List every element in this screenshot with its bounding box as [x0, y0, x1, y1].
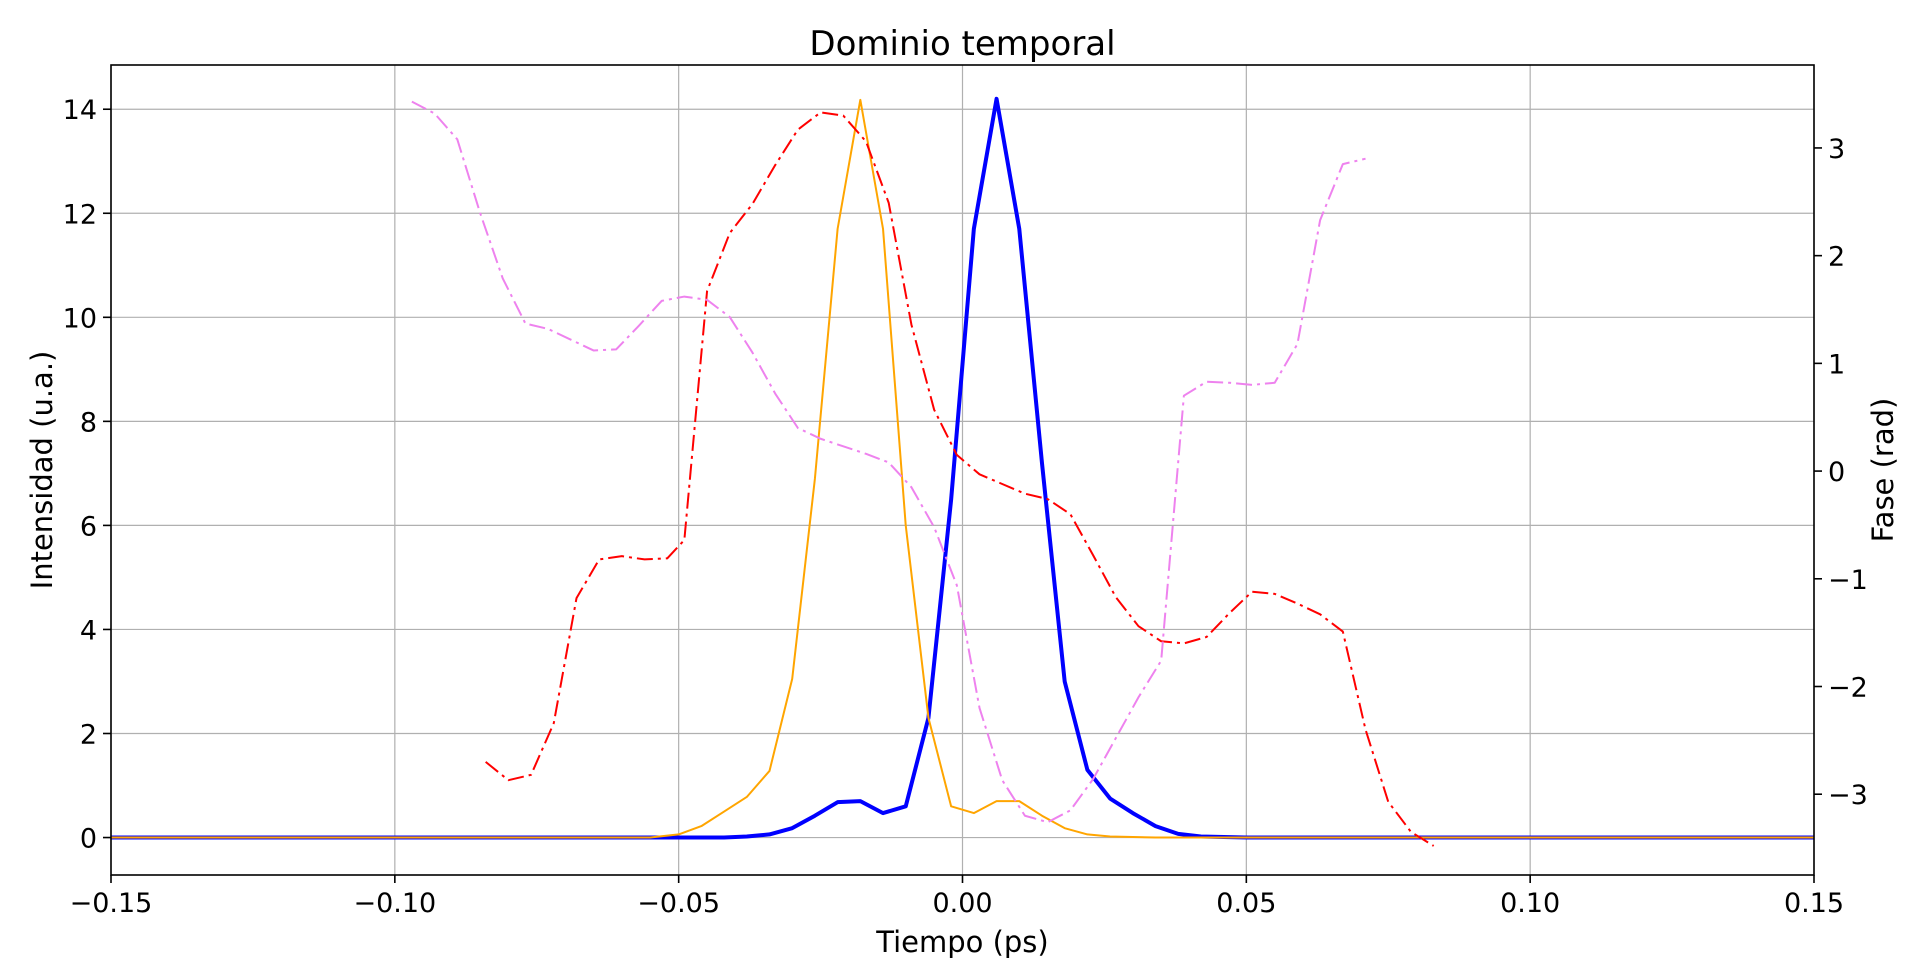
- series-line-1: [111, 96, 1814, 840]
- y-tick-label: 4: [80, 615, 97, 646]
- x-tick-label: −0.10: [353, 888, 436, 919]
- y2-axis-label: Fase (rad): [1866, 398, 1900, 543]
- series-line-4: [411, 100, 1366, 824]
- x-tick-label: −0.15: [70, 888, 153, 919]
- series-line-2: [111, 98, 1814, 839]
- y-tick-label: 0: [80, 824, 97, 855]
- y-tick-label: 10: [63, 303, 97, 334]
- axis-ticks: −0.15 −0.10 −0.05 0.00 0.05 0.10 0.15024681012…: [63, 95, 1868, 919]
- y-tick-label: 12: [63, 199, 97, 230]
- chart-title: Dominio temporal: [809, 24, 1115, 64]
- y-tick-label: 2: [80, 719, 97, 750]
- y-tick-label: 8: [80, 407, 97, 438]
- grid-lines: [110, 65, 1815, 875]
- y2-tick-label: 2: [1828, 242, 1845, 273]
- x-tick-label: 0.00: [932, 888, 992, 919]
- y2-tick-label: −1: [1828, 565, 1868, 596]
- series-line-3: [485, 111, 1435, 847]
- series-layer: [111, 96, 1814, 847]
- x-tick-label: 0.05: [1216, 888, 1276, 919]
- y-tick-label: 6: [80, 511, 97, 542]
- y2-tick-label: 0: [1828, 457, 1845, 488]
- x-tick-label: 0.10: [1500, 888, 1560, 919]
- y-tick-label: 14: [63, 95, 97, 126]
- y-axis-label: Intensidad (u.a.): [25, 351, 59, 590]
- y2-tick-label: −2: [1828, 673, 1868, 704]
- y2-tick-label: 1: [1828, 349, 1845, 380]
- x-tick-label: −0.05: [637, 888, 720, 919]
- y2-tick-label: −3: [1828, 780, 1868, 811]
- y2-tick-label: 3: [1828, 134, 1845, 165]
- x-tick-label: 0.15: [1784, 888, 1844, 919]
- x-axis-label: Tiempo (ps): [875, 925, 1049, 959]
